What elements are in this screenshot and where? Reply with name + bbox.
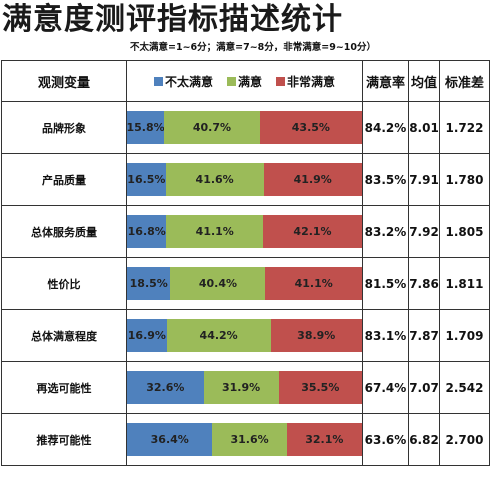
bar-segment-very-satisfied: 43.5% [259,111,362,144]
satisfaction-rate-value: 67.4% [362,361,409,414]
bar-segment-not-satisfied: 32.6% [127,371,204,404]
bar-segment-not-satisfied: 16.5% [127,163,166,196]
legend-swatch-satisfied [226,76,236,86]
stacked-bar: 36.4% 31.6% 32.1% [127,423,362,456]
bar-cell: 16.5% 41.6% 41.9% [126,153,363,206]
header-std: 标准差 [439,60,490,102]
bar-segment-not-satisfied: 18.5% [127,267,171,300]
table-row: 总体满意程度 16.9% 44.2% 38.9% 83.1% 7.87 1.709 [1,309,490,362]
chart-legend: 不太满意 满意 非常满意 [126,60,363,102]
legend-item-not-satisfied: 不太满意 [153,73,213,90]
row-label: 总体满意程度 [1,309,127,362]
mean-value: 7.86 [408,257,440,310]
table-row: 推荐可能性 36.4% 31.6% 32.1% 63.6% 6.82 2.700 [1,413,490,466]
mean-value: 8.01 [408,101,440,154]
legend-label-very-satisfied: 非常满意 [287,74,336,89]
std-value: 2.542 [439,361,490,414]
row-label: 产品质量 [1,153,127,206]
page-title: 满意度测评指标描述统计 [2,2,343,37]
bar-segment-very-satisfied: 42.1% [263,215,362,248]
table-row: 总体服务质量 16.8% 41.1% 42.1% 83.2% 7.92 1.805 [1,205,490,258]
row-label: 再选可能性 [1,361,127,414]
satisfaction-rate-value: 63.6% [362,413,409,466]
header-mean: 均值 [408,60,440,102]
bar-cell: 16.8% 41.1% 42.1% [126,205,363,258]
bar-segment-satisfied: 40.4% [170,267,266,300]
bar-segment-not-satisfied: 36.4% [127,423,213,456]
legend-label-satisfied: 满意 [237,74,262,89]
bar-segment-satisfied: 40.7% [164,111,260,144]
bar-segment-very-satisfied: 41.1% [265,267,362,300]
bar-segment-satisfied: 31.9% [203,371,279,404]
satisfaction-rate-value: 83.5% [362,153,409,206]
table-header-row: 观测变量 不太满意 满意 非常满意 满意率 [1,60,490,102]
stacked-bar: 18.5% 40.4% 41.1% [127,267,362,300]
scale-note: 不太满意=1~6分；满意=7~8分，非常满意=9~10分） [130,42,377,53]
bar-segment-satisfied: 44.2% [166,319,271,352]
stacked-bar: 16.5% 41.6% 41.9% [127,163,362,196]
std-value: 1.780 [439,153,490,206]
bar-segment-not-satisfied: 15.8% [127,111,165,144]
row-label: 性价比 [1,257,127,310]
legend-swatch-not-satisfied [153,76,163,86]
bar-cell: 36.4% 31.6% 32.1% [126,413,363,466]
satisfaction-rate-value: 84.2% [362,101,409,154]
bar-cell: 15.8% 40.7% 43.5% [126,101,363,154]
std-value: 1.722 [439,101,490,154]
bar-segment-very-satisfied: 32.1% [286,423,362,456]
row-label: 推荐可能性 [1,413,127,466]
std-value: 2.700 [439,413,490,466]
statistics-table: 观测变量 不太满意 满意 非常满意 满意率 [1,60,490,466]
bar-segment-not-satisfied: 16.9% [127,319,167,352]
legend-item-satisfied: 满意 [226,73,262,90]
legend-swatch-very-satisfied [276,76,285,86]
bar-cell: 18.5% 40.4% 41.1% [126,257,363,310]
row-label: 品牌形象 [1,101,127,154]
table-row: 性价比 18.5% 40.4% 41.1% 81.5% 7.86 1.811 [1,257,490,310]
mean-value: 7.07 [408,361,440,414]
mean-value: 7.87 [408,309,440,362]
satisfaction-rate-value: 81.5% [362,257,409,310]
table-row: 品牌形象 15.8% 40.7% 43.5% 84.2% 8.01 1.722 [1,101,490,154]
bar-segment-satisfied: 31.6% [212,423,287,456]
legend-label-not-satisfied: 不太满意 [164,74,213,89]
row-label: 总体服务质量 [1,205,127,258]
bar-segment-satisfied: 41.6% [165,163,264,196]
stacked-bar: 15.8% 40.7% 43.5% [127,111,362,144]
std-value: 1.805 [439,205,490,258]
bar-segment-very-satisfied: 38.9% [270,319,362,352]
satisfaction-rate-value: 83.1% [362,309,409,362]
bar-segment-very-satisfied: 41.9% [263,163,362,196]
std-value: 1.811 [439,257,490,310]
legend-item-very-satisfied: 非常满意 [276,73,335,90]
table-row: 产品质量 16.5% 41.6% 41.9% 83.5% 7.91 1.780 [1,153,490,206]
stacked-bar: 16.8% 41.1% 42.1% [127,215,362,248]
bar-cell: 32.6% 31.9% 35.5% [126,361,363,414]
stacked-bar: 16.9% 44.2% 38.9% [127,319,362,352]
satisfaction-rate-value: 83.2% [362,205,409,258]
bar-segment-not-satisfied: 16.8% [127,215,167,248]
bar-segment-very-satisfied: 35.5% [278,371,362,404]
bar-cell: 16.9% 44.2% 38.9% [126,309,363,362]
std-value: 1.709 [439,309,490,362]
header-variable: 观测变量 [1,60,127,102]
mean-value: 6.82 [408,413,440,466]
stacked-bar: 32.6% 31.9% 35.5% [127,371,362,404]
mean-value: 7.91 [408,153,440,206]
bar-segment-satisfied: 41.1% [166,215,264,248]
header-satisfaction-rate: 满意率 [362,60,409,102]
table-row: 再选可能性 32.6% 31.9% 35.5% 67.4% 7.07 2.542 [1,361,490,414]
mean-value: 7.92 [408,205,440,258]
